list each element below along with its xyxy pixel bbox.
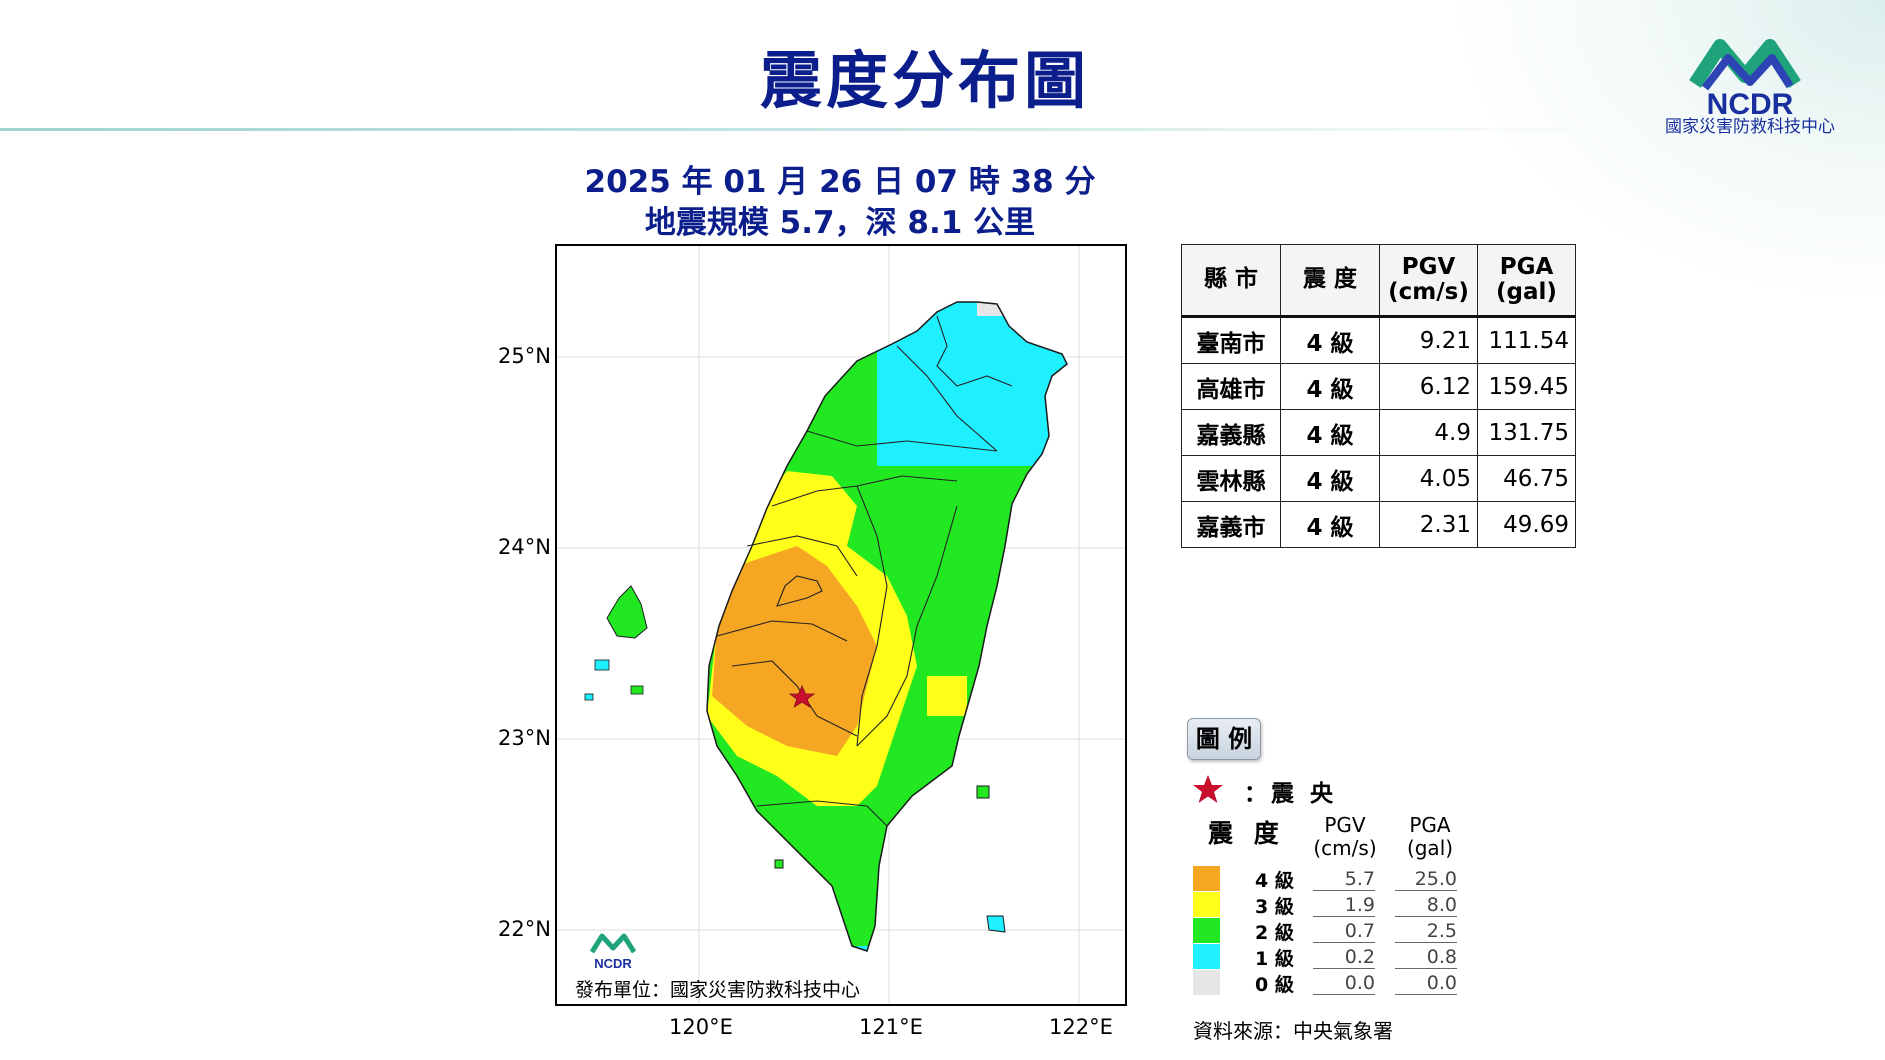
intensity-table: 縣 市 震 度 PGV (cm/s) PGA (gal) 臺南市 4 級 9.2… <box>1181 244 1576 548</box>
epicenter-legend-label: ：震 央 <box>1244 781 1338 807</box>
cell-city: 高雄市 <box>1181 363 1281 410</box>
legend-label: 4 級 <box>1255 870 1294 892</box>
legend-intensity-header: 震 度 <box>1208 819 1285 848</box>
cell-city: 嘉義市 <box>1181 501 1281 548</box>
legend-pga-value: 0.0 <box>1395 972 1457 995</box>
cell-pgv: 9.21 <box>1379 316 1478 364</box>
cell-city: 雲林縣 <box>1181 455 1281 502</box>
title-divider <box>0 128 1620 131</box>
legend-swatch-level4 <box>1193 866 1220 891</box>
data-source-label: 資料來源：中央氣象署 <box>1193 1019 1393 1043</box>
publisher-label: 發布單位：國家災害防救科技中心 <box>575 979 861 1001</box>
intensity-map <box>555 244 1127 1006</box>
table-row: 臺南市 4 級 9.21 111.54 <box>1181 316 1576 364</box>
orchid-island <box>986 915 1006 933</box>
legend-pga-unit: (gal) <box>1406 836 1454 860</box>
table-row: 嘉義縣 4 級 4.9 131.75 <box>1181 409 1576 456</box>
legend-pgv-value: 0.0 <box>1313 972 1375 995</box>
event-magnitude-depth: 地震規模 5.7，深 8.1 公里 <box>644 205 1036 241</box>
lat-label-23n: 23°N <box>498 726 551 750</box>
xiaoliuqiu-island <box>774 859 784 869</box>
cell-pgv: 4.05 <box>1379 455 1478 502</box>
lon-label-122e: 122°E <box>1049 1015 1113 1039</box>
legend-title: 圖 例 <box>1187 718 1261 760</box>
header-pgv-label: PGV <box>1401 253 1456 280</box>
legend-row-level3: 3 級 1.9 8.0 <box>1193 892 1457 918</box>
legend-pgv-value: 5.7 <box>1313 868 1375 891</box>
legend-pga-value: 0.8 <box>1395 946 1457 969</box>
ncdr-logo-icon: NCDR <box>1689 39 1801 121</box>
table-header-row: 縣 市 震 度 PGV (cm/s) PGA (gal) <box>1181 244 1576 318</box>
lon-label-120e: 120°E <box>669 1015 733 1039</box>
cell-pga: 46.75 <box>1477 455 1576 502</box>
legend-pga-value: 2.5 <box>1395 920 1457 943</box>
intensity-map-svg <box>557 246 1125 1004</box>
header-pga-unit: (gal) <box>1496 279 1557 305</box>
legend-pga-value: 25.0 <box>1395 868 1457 891</box>
cell-pga: 159.45 <box>1477 363 1576 410</box>
logo-subtitle: 國家災害防救科技中心 <box>1665 117 1835 137</box>
intensity-fill <box>707 302 1067 951</box>
cell-pga: 49.69 <box>1477 501 1576 548</box>
legend-label: 1 級 <box>1255 948 1294 970</box>
cell-pgv: 4.9 <box>1379 409 1478 456</box>
header-pga: PGA (gal) <box>1477 244 1576 318</box>
cell-intensity: 4 級 <box>1280 316 1380 364</box>
epicenter-star-icon <box>788 685 816 708</box>
legend-pgv-header: PGV (cm/s) <box>1305 814 1385 860</box>
cell-pgv: 2.31 <box>1379 501 1478 548</box>
header-pgv-unit: (cm/s) <box>1388 279 1469 305</box>
legend-swatch-level3 <box>1193 892 1220 917</box>
legend-label: 0 級 <box>1255 974 1294 996</box>
cell-pga: 131.75 <box>1477 409 1576 456</box>
legend-row-level1: 1 級 0.2 0.8 <box>1193 944 1457 970</box>
green-island <box>976 785 990 799</box>
legend-swatch-level0 <box>1193 970 1220 995</box>
header-pga-label: PGA <box>1499 253 1554 280</box>
taiwan-outline <box>706 301 1068 952</box>
table-row: 高雄市 4 級 6.12 159.45 <box>1181 363 1576 410</box>
legend-label: 3 級 <box>1255 896 1294 918</box>
legend-pgv-label: PGV <box>1324 813 1366 837</box>
cell-intensity: 4 級 <box>1280 409 1380 456</box>
lon-label-121e: 121°E <box>859 1015 923 1039</box>
cell-city: 臺南市 <box>1181 316 1281 364</box>
header-pgv: PGV (cm/s) <box>1379 244 1478 318</box>
legend-pga-header: PGA (gal) <box>1390 814 1470 860</box>
legend-pga-value: 8.0 <box>1395 894 1457 917</box>
legend-swatch-level2 <box>1193 918 1220 943</box>
map-logo-text: NCDR <box>594 956 632 971</box>
legend-row-level4: 4 級 5.7 25.0 <box>1193 866 1457 892</box>
map-ncdr-logo-icon: NCDR <box>589 933 637 971</box>
legend-pgv-unit: (cm/s) <box>1313 836 1377 860</box>
header-intensity: 震 度 <box>1280 244 1380 318</box>
legend-row-level0: 0 級 0.0 0.0 <box>1193 970 1457 996</box>
lat-label-24n: 24°N <box>498 535 551 559</box>
lat-label-25n: 25°N <box>498 344 551 368</box>
legend-swatch-level1 <box>1193 944 1220 969</box>
cell-pgv: 6.12 <box>1379 363 1478 410</box>
page-title: 震度分布圖 <box>759 44 1090 117</box>
legend-pgv-value: 0.2 <box>1313 946 1375 969</box>
penghu-islands <box>584 585 648 701</box>
legend-row-level2: 2 級 0.7 2.5 <box>1193 918 1457 944</box>
legend-label: 2 級 <box>1255 922 1294 944</box>
cell-city: 嘉義縣 <box>1181 409 1281 456</box>
cell-intensity: 4 級 <box>1280 501 1380 548</box>
table-row: 嘉義市 4 級 2.31 49.69 <box>1181 501 1576 548</box>
cell-intensity: 4 級 <box>1280 455 1380 502</box>
cell-intensity: 4 級 <box>1280 363 1380 410</box>
county-boundaries <box>716 315 1013 827</box>
legend-pga-label: PGA <box>1409 813 1451 837</box>
lat-label-22n: 22°N <box>498 917 551 941</box>
logo-text: NCDR <box>1707 88 1794 121</box>
legend-pgv-value: 0.7 <box>1313 920 1375 943</box>
legend-pgv-value: 1.9 <box>1313 894 1375 917</box>
cell-pga: 111.54 <box>1477 316 1576 364</box>
event-datetime: 2025 年 01 月 26 日 07 時 38 分 <box>584 164 1096 200</box>
header-city: 縣 市 <box>1181 244 1281 318</box>
epicenter-legend-star-icon <box>1193 775 1223 803</box>
table-row: 雲林縣 4 級 4.05 46.75 <box>1181 455 1576 502</box>
